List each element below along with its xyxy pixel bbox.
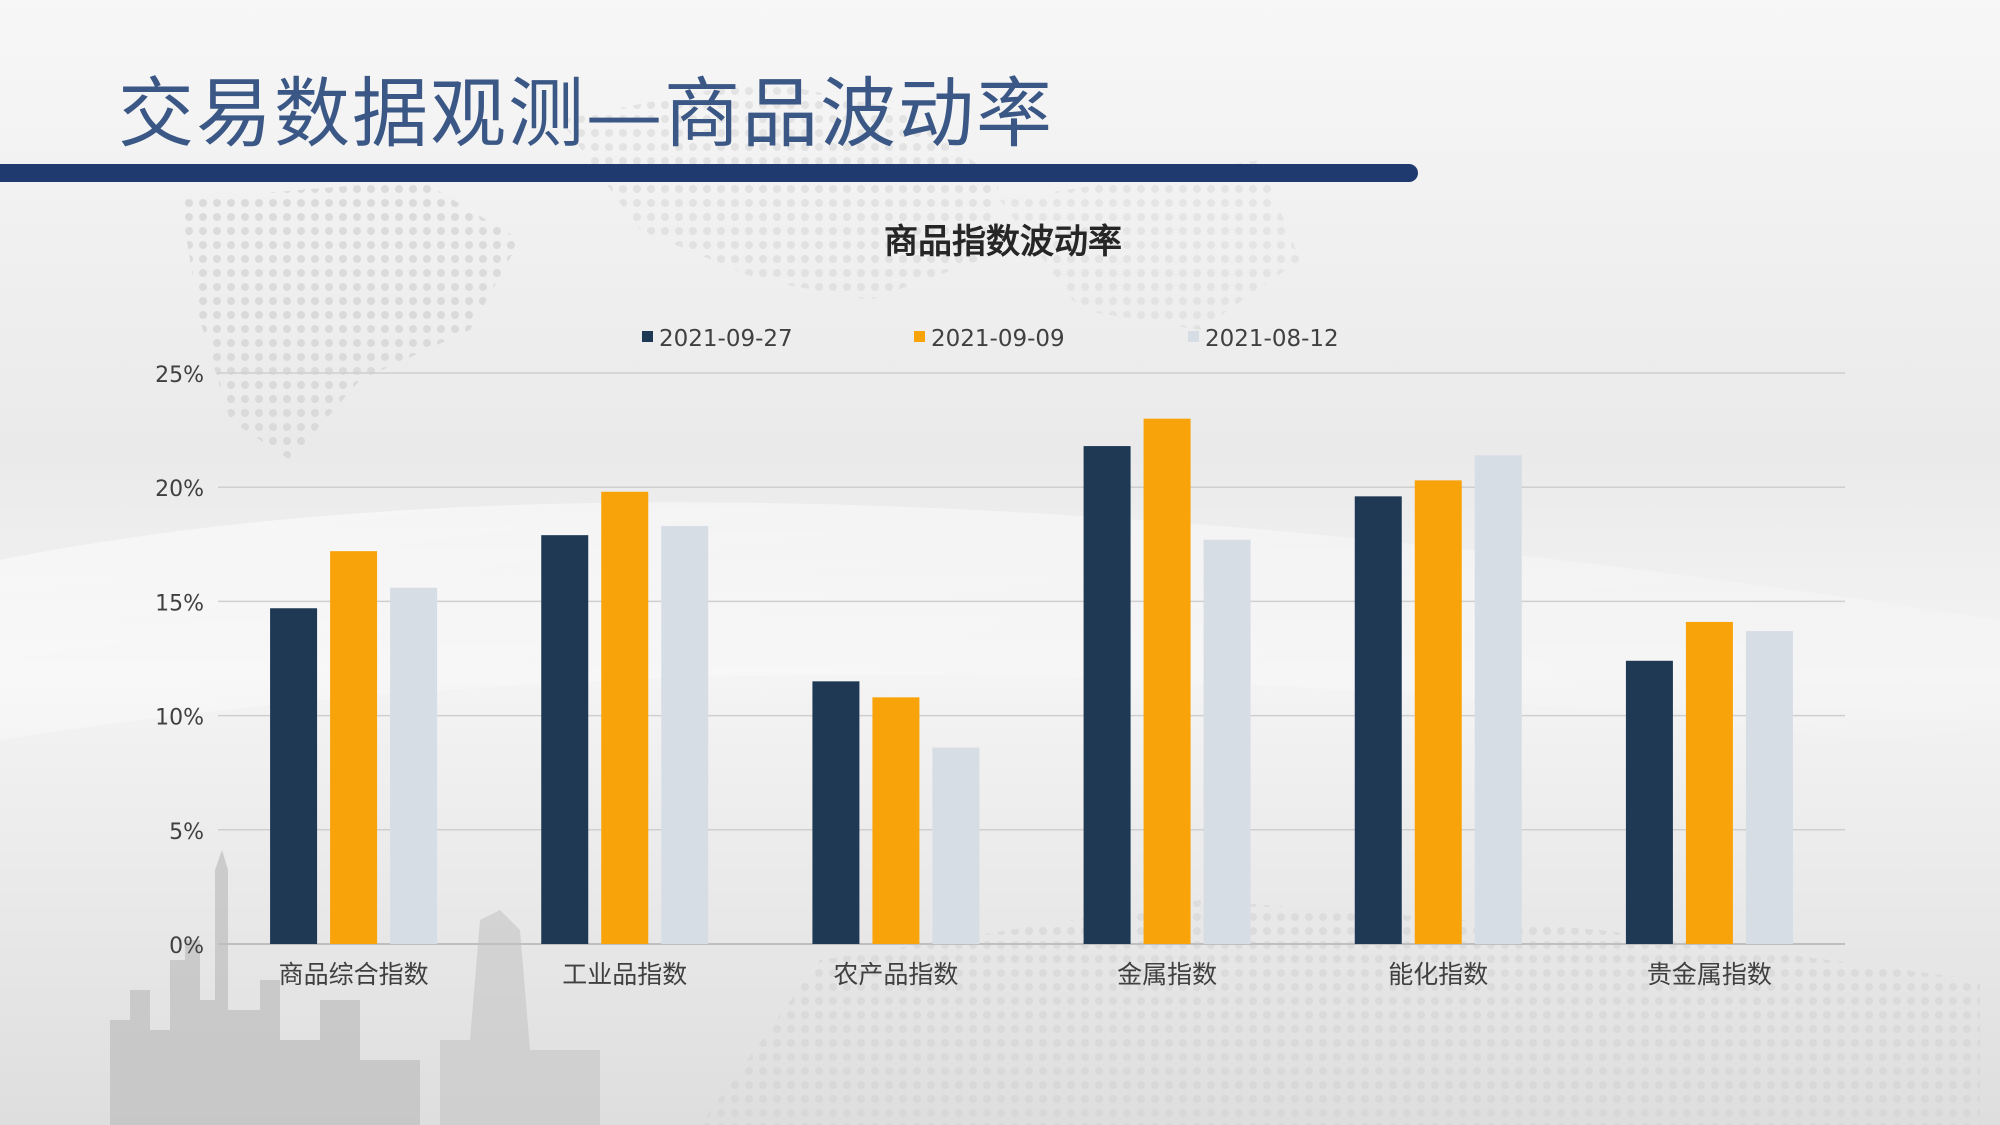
x-category-label: 农产品指数 [833,960,958,989]
x-axis: 商品综合指数 工业品指数 农产品指数 金属指数 能化指数 贵金属指数 [279,960,1772,989]
x-category-label: 商品综合指数 [279,960,429,989]
x-category-label: 能化指数 [1388,960,1488,989]
y-tick-label: 25% [155,363,204,388]
chart-bars [270,418,1793,944]
legend-swatch [642,331,653,342]
bar-2-4 [1143,418,1191,944]
slide-title: 交易数据观测—商品波动率 [118,69,1054,158]
legend-swatch [1188,331,1199,342]
legend-swatch [914,331,925,342]
bar-2-1 [330,551,378,944]
bar-3-4 [1203,539,1251,944]
legend-label: 2021-09-09 [931,326,1065,352]
bar-3-2 [661,526,709,944]
y-tick-label: 15% [155,591,204,616]
x-category-label: 贵金属指数 [1647,960,1772,989]
bar-1-5 [1354,496,1402,944]
y-tick-label: 10% [155,706,204,731]
bar-1-4 [1083,446,1131,944]
bar-2-2 [601,491,649,944]
y-tick-label: 5% [169,820,204,845]
bar-1-6 [1625,660,1673,944]
bar-3-5 [1474,455,1522,944]
legend-label: 2021-08-12 [1205,326,1339,352]
bar-3-3 [932,747,980,944]
bar-2-6 [1685,621,1733,944]
bar-1-3 [812,681,860,944]
chart-title: 商品指数波动率 [884,222,1122,262]
chart-legend: 2021-09-27 2021-09-09 2021-08-12 [642,326,1339,352]
title-accent-bar [0,164,1418,182]
bar-1-1 [270,608,318,944]
x-category-label: 金属指数 [1117,960,1217,989]
legend-label: 2021-09-27 [659,326,793,352]
chart-gridlines [218,372,1845,945]
x-category-label: 工业品指数 [562,960,687,989]
bar-1-2 [541,535,589,944]
bar-2-3 [872,697,920,944]
y-tick-label: 20% [155,477,204,502]
y-axis: 0% 5% 10% 15% 20% 25% [155,363,204,959]
bar-3-1 [390,587,438,944]
y-tick-label: 0% [169,934,204,959]
bar-2-5 [1414,480,1462,944]
bar-3-6 [1745,631,1793,944]
